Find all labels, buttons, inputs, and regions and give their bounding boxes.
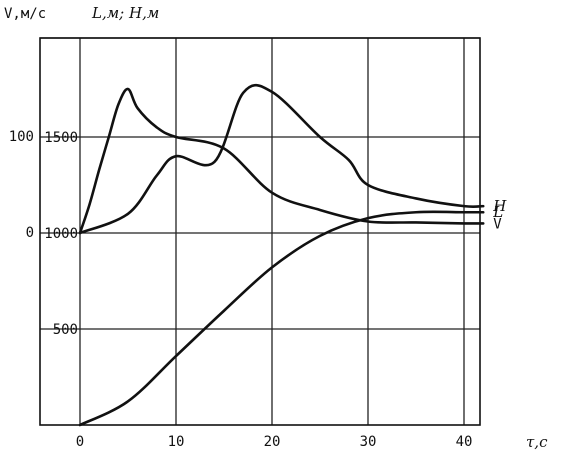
series-label-V: V	[493, 216, 502, 232]
y-tick-label-v-500: 500	[53, 322, 78, 338]
y-axis-label-lh: L,м; H,м	[91, 4, 159, 22]
tick-labels: 0 10 20 30 40 500 1000 1500 0 100	[9, 129, 473, 450]
series-lines	[78, 83, 485, 427]
x-axis-label: τ,с	[526, 433, 548, 451]
series-label-H: H	[492, 197, 507, 215]
y-tick-label-v-1500: 1500	[44, 130, 78, 146]
axis-labels: V,м/с L,м; H,м τ,с LVH	[4, 4, 548, 451]
x-tick-label-30: 30	[360, 434, 377, 450]
y-tick-label-l-0: 0	[26, 225, 34, 241]
plot-frame	[39, 37, 481, 426]
x-tick-label-0: 0	[76, 434, 84, 450]
series-line-V	[78, 87, 485, 235]
series-line-H	[78, 83, 485, 235]
y-axis-label-v: V,м/с	[4, 6, 46, 22]
grid	[40, 37, 480, 425]
series-line-L	[78, 210, 485, 427]
series-label-L: L	[492, 203, 503, 221]
axes	[39, 37, 481, 426]
x-tick-label-20: 20	[264, 434, 281, 450]
x-tick-label-10: 10	[168, 434, 185, 450]
x-tick-label-40: 40	[456, 434, 473, 450]
y-tick-label-v-1000: 1000	[44, 226, 78, 242]
y-tick-label-l-100: 100	[9, 129, 34, 145]
